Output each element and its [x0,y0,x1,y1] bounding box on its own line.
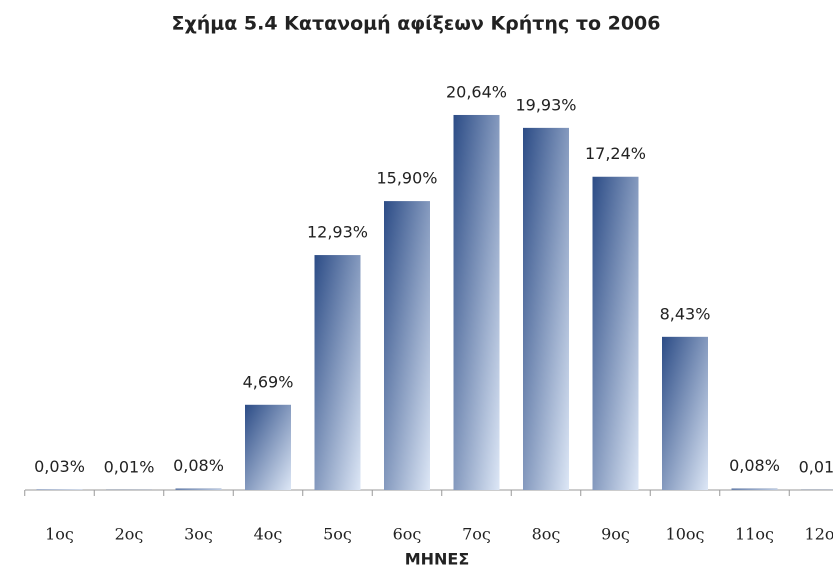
value-label: 19,93% [515,95,576,114]
x-tick-label: 7ος [462,525,491,544]
x-tick-label: 9ος [601,525,630,544]
x-tick-label: 8ος [532,525,561,544]
chart-title: Σχήμα 5.4 Κατανομή αφίξεων Κρήτης το 200… [172,13,661,35]
x-tick-label: 1ος [45,525,74,544]
value-label: 0,01% [104,457,155,476]
value-label: 0,03% [34,457,85,476]
bar [453,114,500,491]
value-label: 17,24% [585,144,646,163]
value-label: 15,90% [376,169,437,188]
bar [36,489,83,490]
value-label: 0,08% [173,456,224,475]
value-label: 12,93% [307,223,368,242]
value-label: 0,01% [799,457,833,476]
x-tick-label: 11ος [735,525,774,544]
value-label: 20,64% [446,82,507,101]
bar [175,488,222,490]
x-tick-label: 6ος [393,525,422,544]
x-tick-label: 10ος [666,525,705,544]
bar [314,255,361,490]
x-tick-label: 5ος [323,525,352,544]
bar [384,201,430,491]
x-tick-label: 3ος [184,525,213,544]
x-axis-title: ΜΗΝΕΣ [405,550,470,569]
value-label: 4,69% [243,372,294,391]
bar [731,488,778,490]
value-label: 0,08% [729,456,780,475]
x-tick-label: 12ος [805,525,833,544]
bar [523,127,569,491]
x-tick-label: 2ος [115,525,144,544]
x-tick-label: 4ος [254,525,283,544]
bar [245,404,291,490]
bar [592,176,639,490]
bar [662,336,708,490]
value-label: 8,43% [660,304,711,323]
